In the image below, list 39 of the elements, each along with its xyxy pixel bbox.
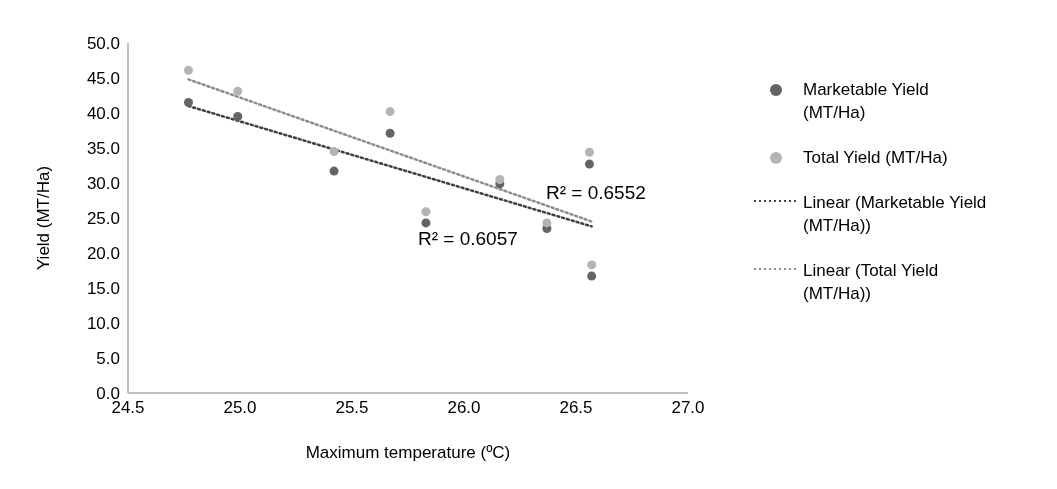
y-tick-label: 30.0 [86,174,120,194]
y-tick-label: 40.0 [86,104,120,124]
point [495,174,505,185]
legend-label: Linear (Marketable Yield (MT/Ha)) [803,192,988,237]
x-tick-label: 26.0 [447,398,481,418]
point [584,159,594,169]
point [233,86,243,96]
y-tick-label: 35.0 [86,139,120,159]
point [421,218,431,228]
x-tick-label: 26.5 [559,398,593,418]
point [183,65,193,75]
y-tick-label: 45.0 [86,69,120,89]
point [329,146,339,157]
y-tick-label: 25.0 [86,209,120,229]
legend-label: Marketable Yield (MT/Ha) [803,79,930,124]
annotation: R² = 0.6552 [546,182,646,204]
x-axis-title: Maximum temperature (ºC) [305,443,511,462]
y-axis-title: Yield (MT/Ha) [34,165,54,271]
point [421,207,431,217]
y-tick-label: 15.0 [86,279,120,299]
y-tick-label: 20.0 [86,244,120,264]
x-tick-label: 25.0 [223,398,257,418]
y-tick-label: 10.0 [86,314,120,334]
y-tick-label: 5.0 [96,349,120,369]
legend-label: Total Yield (MT/Ha) [803,147,949,169]
annotation: R² = 0.6057 [418,228,518,250]
point [385,128,395,138]
point [542,218,552,228]
point [183,97,193,108]
point [385,107,395,117]
point [233,111,243,122]
y-tick-label: 50.0 [86,34,120,54]
x-tick-label: 25.5 [335,398,369,418]
x-tick-label: 27.0 [671,398,705,418]
point [587,260,597,270]
legend-label: Linear (Total Yield (MT/Ha)) [803,260,940,305]
point [329,166,339,176]
point [587,271,597,281]
point [584,147,594,157]
